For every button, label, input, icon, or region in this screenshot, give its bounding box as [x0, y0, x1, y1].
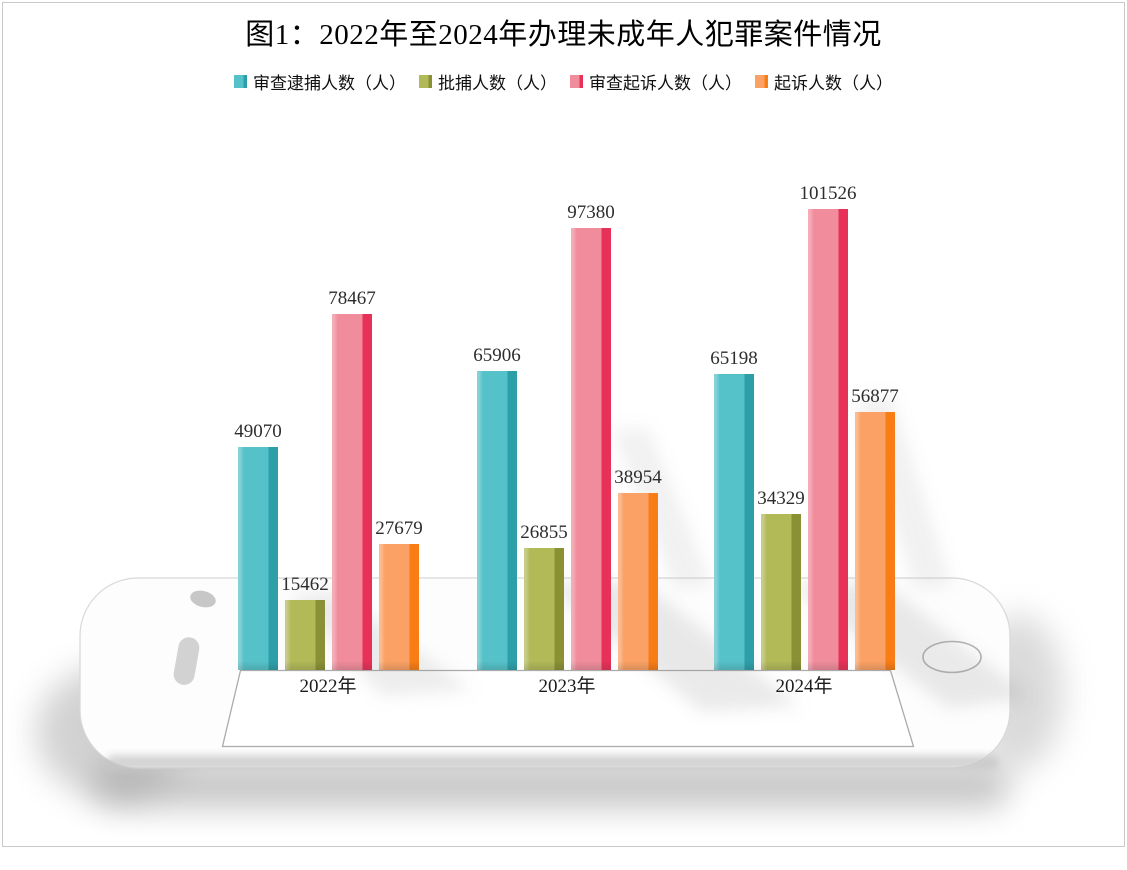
bar-value-label: 15462 — [281, 574, 329, 595]
bar-value-label: 65198 — [710, 348, 758, 369]
x-axis-label: 2024年 — [775, 676, 833, 697]
bar-review-prosecution-year2 — [571, 228, 611, 670]
bar-review-prosecution-year3 — [808, 209, 848, 670]
legend-swatch-icon — [234, 75, 247, 88]
phone-front-edge — [106, 755, 999, 770]
bar-value-label: 34329 — [757, 488, 805, 509]
legend-label: 批捕人数（人） — [438, 74, 557, 93]
bar-prosecution-year2 — [618, 493, 658, 670]
bar-prosecution-year1 — [379, 544, 419, 670]
bar-value-label: 101526 — [799, 183, 857, 204]
x-axis-label: 2023年 — [538, 676, 596, 697]
phone-camera-icon — [190, 590, 216, 608]
legend-label: 起诉人数（人） — [774, 74, 893, 93]
legend-swatch-icon — [419, 75, 432, 88]
bar-value-label: 97380 — [567, 202, 615, 223]
bar-value-label: 26855 — [520, 522, 568, 543]
bar-review-prosecution-year1 — [332, 314, 372, 670]
legend-item-prosecution: 起诉人数（人） — [755, 69, 893, 94]
legend-item-review-arrest: 审查逮捕人数（人） — [234, 69, 406, 94]
legend-item-approved-arrest: 批捕人数（人） — [419, 69, 557, 94]
bar-prosecution-year3 — [855, 412, 895, 670]
bar-value-label: 27679 — [375, 518, 423, 539]
chart-title: 图1：2022年至2024年办理未成年人犯罪案件情况 — [245, 19, 882, 51]
bar-review-arrest-year1 — [238, 447, 278, 670]
legend-swatch-icon — [570, 75, 583, 88]
bar-approved-arrest-year1 — [285, 600, 325, 670]
legend-label: 审查逮捕人数（人） — [253, 74, 406, 93]
bar-value-label: 65906 — [473, 345, 521, 366]
legend: 审查逮捕人数（人） 批捕人数（人） 审查起诉人数（人） 起诉人数（人） — [0, 69, 1127, 94]
phone-shadow-bottom — [92, 762, 1010, 808]
bar-value-label: 49070 — [234, 421, 282, 442]
x-axis-label: 2022年 — [299, 676, 357, 697]
bar-review-arrest-year3 — [714, 374, 754, 670]
bar-approved-arrest-year3 — [761, 514, 801, 670]
bar-value-label: 56877 — [851, 386, 899, 407]
bar-value-label: 78467 — [328, 288, 376, 309]
legend-swatch-icon — [755, 75, 768, 88]
bar-review-arrest-year2 — [477, 371, 517, 670]
bar-approved-arrest-year2 — [524, 548, 564, 670]
legend-item-review-prosecution: 审查起诉人数（人） — [570, 69, 742, 94]
phone-speaker-icon — [173, 637, 200, 685]
bar-value-label: 38954 — [614, 467, 662, 488]
legend-label: 审查起诉人数（人） — [589, 74, 742, 93]
